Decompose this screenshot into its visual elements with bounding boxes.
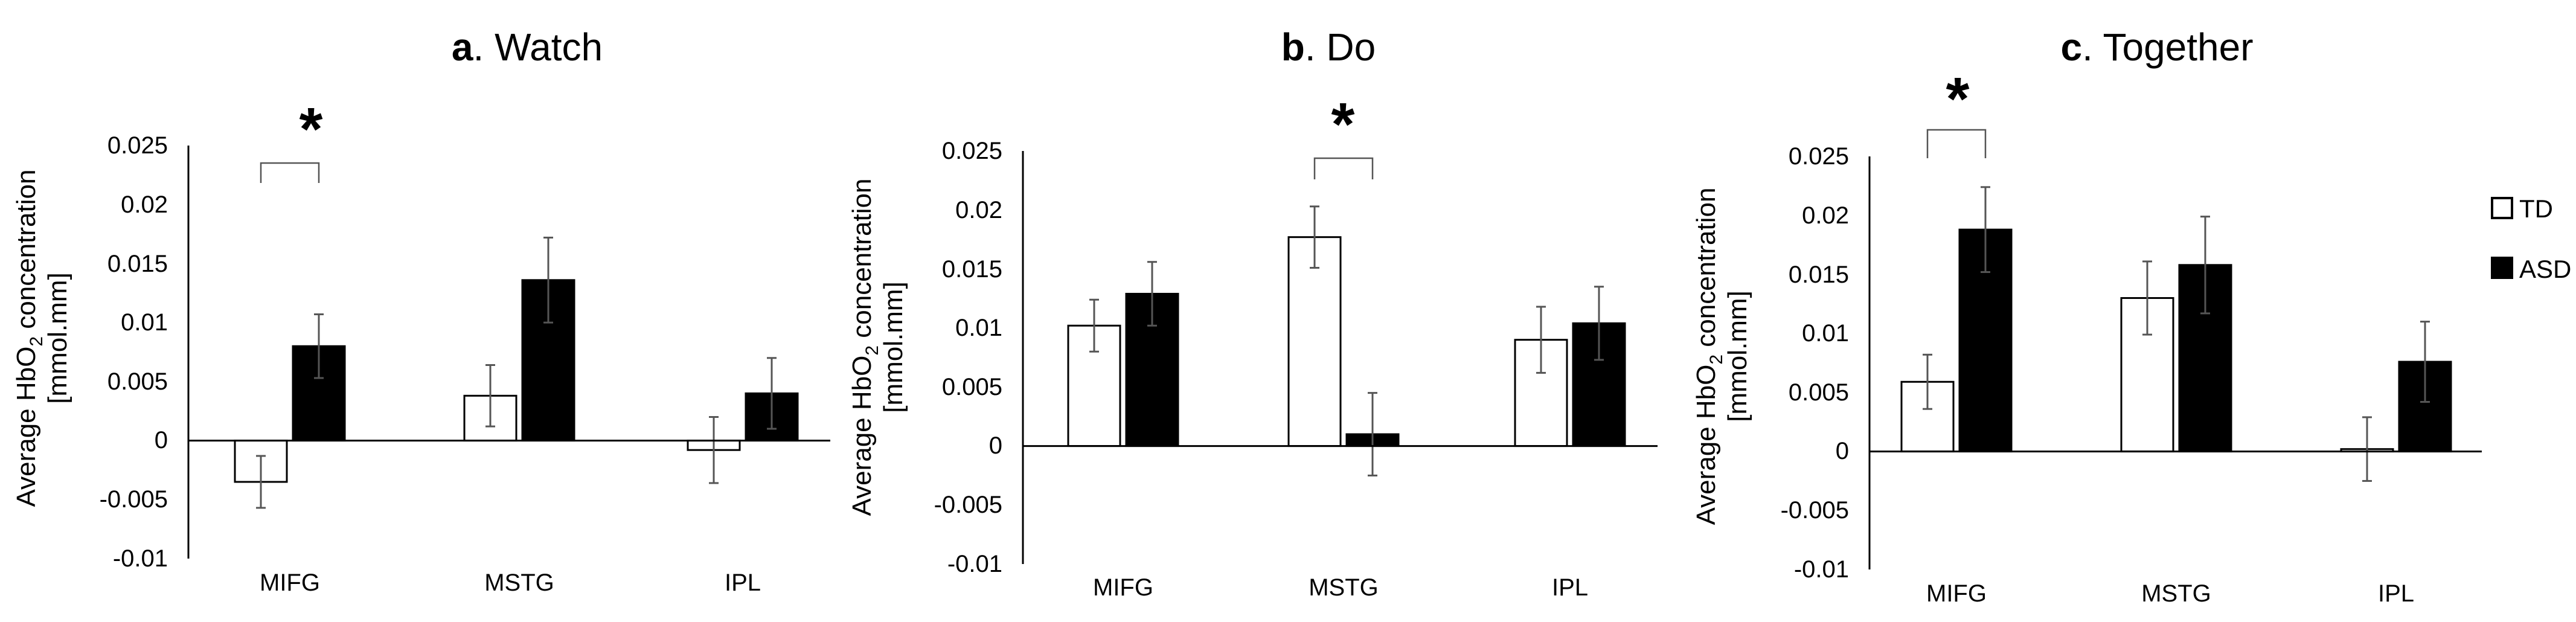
panel-a-letter: a: [452, 25, 473, 69]
panel-b-ytick: -0.01: [947, 551, 1002, 577]
panel-a-plot: [187, 146, 830, 559]
legend: TD ASD: [2491, 194, 2571, 283]
panel-c-letter: c: [2060, 25, 2082, 69]
panel-c-y-ticks: 0.025 0.02 0.015 0.01 0.005 0 -0.005 -0.…: [1781, 143, 1849, 583]
panel-b-category: MIFG: [1093, 574, 1153, 601]
panel-a-ytick: 0.01: [121, 309, 168, 336]
panel-b-ytick: 0.02: [955, 197, 1002, 223]
bar-td-mifg: [1067, 324, 1121, 447]
panel-c-title: c. Together: [2060, 25, 2253, 69]
panel-c-ytick: -0.01: [1794, 556, 1849, 583]
panel-a-ylabel-line2: [mmol.mm]: [43, 272, 72, 404]
panel-b-significance-star: *: [1331, 91, 1355, 158]
panel-c-ytick: -0.005: [1781, 497, 1849, 524]
panel-b-title: b. Do: [1281, 25, 1376, 69]
panel-b-ylabel-pre: Average HbO: [847, 356, 877, 516]
panel-a-category: MIFG: [260, 569, 320, 596]
panel-b-category: MSTG: [1309, 574, 1379, 601]
panel-a-ytick: 0.025: [107, 132, 168, 159]
panel-b-letter: b: [1281, 25, 1305, 69]
panel-b-ylabel-sub: 2: [862, 345, 882, 356]
panel-c: c. Together Average HbO2 concentration […: [1691, 25, 2482, 607]
panel-a-ylabel-sub: 2: [27, 336, 46, 347]
panel-c-ytick: 0: [1836, 438, 1849, 464]
panel-a-ylabel-post: concentration: [11, 170, 41, 336]
panel-a-significance-bracket: [260, 162, 320, 183]
panel-c-category: MSTG: [2141, 580, 2211, 607]
panel-c-significance-star: *: [1946, 65, 1970, 133]
panel-b-categories: MIFG MSTG IPL: [1093, 574, 1588, 601]
panel-b-y-axis-label: Average HbO2 concentration [mmol.mm]: [847, 179, 908, 516]
legend-swatch-td: [2491, 197, 2513, 219]
panel-a-ytick: 0.02: [121, 191, 168, 218]
legend-swatch-asd: [2491, 257, 2513, 279]
panel-b-y-ticks: 0.025 0.02 0.015 0.01 0.005 0 -0.005 -0.…: [934, 138, 1002, 577]
panel-a-ytick: 0: [155, 427, 168, 454]
panel-c-y-axis-label: Average HbO2 concentration [mmol.mm]: [1691, 188, 1752, 525]
panel-c-categories: MIFG MSTG IPL: [1926, 580, 2414, 607]
panel-a-categories: MIFG MSTG IPL: [260, 569, 761, 596]
panel-b: b. Do Average HbO2 concentration [mmol.m…: [847, 25, 1658, 601]
legend-label-asd: ASD: [2519, 255, 2571, 283]
panel-b-plot: [1022, 151, 1658, 564]
panel-c-category: MIFG: [1926, 580, 1987, 607]
panel-a-title: a. Watch: [452, 25, 603, 69]
panel-b-significance-bracket: [1313, 157, 1374, 179]
panel-b-ytick: -0.005: [934, 492, 1002, 518]
panel-c-ytick: 0.02: [1802, 202, 1849, 229]
panel-b-ytick: 0: [989, 432, 1002, 459]
panel-c-category: IPL: [2378, 580, 2414, 607]
panel-a-ytick: 0.015: [107, 251, 168, 277]
panel-c-title-text: Together: [2103, 25, 2253, 69]
bar-asd-ipl: [1572, 322, 1626, 447]
panel-a-ylabel-pre: Average HbO: [11, 347, 41, 507]
panel-c-ylabel-post: concentration: [1691, 188, 1721, 354]
panel-a-title-text: Watch: [495, 25, 603, 69]
panel-a-ytick: 0.005: [107, 368, 168, 395]
legend-label-td: TD: [2519, 194, 2553, 223]
panel-b-ytick: 0.025: [942, 138, 1002, 164]
panel-a-y-axis-label: Average HbO2 concentration [mmol.mm]: [11, 170, 72, 507]
panel-c-significance-bracket: [1926, 129, 1987, 158]
panel-a-category: IPL: [725, 569, 761, 596]
panel-c-ytick: 0.025: [1789, 143, 1849, 170]
panel-c-ytick: 0.015: [1789, 261, 1849, 288]
panel-a-ytick: -0.01: [113, 545, 168, 572]
panel-a-ytick: -0.005: [100, 486, 168, 513]
panel-b-ylabel-post: concentration: [847, 179, 877, 345]
svg-text:Average HbO2 concentration: Average HbO2 concentration: [1691, 188, 1726, 525]
panel-c-ylabel-pre: Average HbO: [1691, 365, 1721, 525]
panel-c-ylabel-line2: [mmol.mm]: [1723, 290, 1752, 422]
panel-b-ylabel-line2: [mmol.mm]: [879, 281, 908, 413]
panel-b-ytick: 0.01: [955, 315, 1002, 341]
svg-text:Average HbO2 concentration: Average HbO2 concentration: [847, 179, 882, 516]
panel-c-ytick: 0.005: [1789, 379, 1849, 406]
panel-b-ytick: 0.015: [942, 256, 1002, 283]
panel-a-significance-star: *: [300, 95, 323, 163]
svg-text:Average HbO2 concentration: Average HbO2 concentration: [11, 170, 46, 507]
panel-a: a. Watch Average HbO2 concentration [mmo…: [11, 25, 830, 596]
panel-a-category: MSTG: [484, 569, 554, 596]
panel-a-y-ticks: 0.025 0.02 0.015 0.01 0.005 0 -0.005 -0.…: [100, 132, 168, 572]
panel-b-ytick: 0.005: [942, 374, 1002, 400]
panel-c-ytick: 0.01: [1802, 320, 1849, 347]
panel-b-category: IPL: [1552, 574, 1588, 601]
panel-c-ylabel-sub: 2: [1706, 354, 1726, 365]
panel-b-title-text: Do: [1326, 25, 1376, 69]
panel-c-plot: [1868, 129, 2482, 569]
